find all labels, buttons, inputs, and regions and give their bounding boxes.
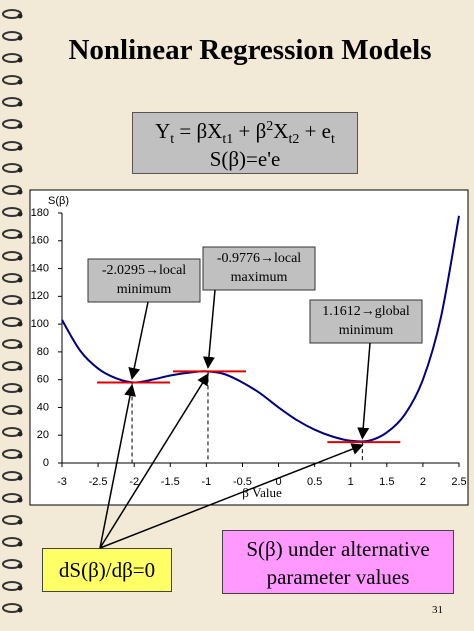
eq-sub: t2: [288, 132, 300, 148]
hole: [17, 563, 23, 569]
hole: [17, 233, 23, 239]
hole: [17, 453, 23, 459]
hole: [17, 255, 23, 261]
callout-arrow: [202, 289, 216, 369]
hole: [17, 321, 23, 327]
hole: [17, 277, 23, 283]
y-tick-label: 80: [37, 346, 49, 358]
hole: [17, 13, 23, 19]
callout-arrow: [128, 301, 149, 380]
x-tick-label: -2: [129, 476, 139, 488]
x-tick-label: 2.5: [451, 476, 466, 488]
hole: [17, 57, 23, 63]
eq-sub: t: [331, 132, 335, 148]
equation-line: Yt = βXt1 + β2Xt2 + et: [133, 117, 357, 148]
caption-line: S(β) under alternative: [246, 537, 430, 561]
y-tick-label: 100: [31, 318, 49, 330]
hole: [17, 585, 23, 591]
hole: [17, 365, 23, 371]
eq-text: = βX: [174, 119, 223, 143]
binding: [2, 9, 23, 613]
hole: [17, 475, 23, 481]
hole: [17, 79, 23, 85]
callout-text: -0.9776→local: [217, 251, 301, 266]
hole: [17, 607, 23, 613]
page-number: 31: [432, 604, 443, 616]
hole: [17, 167, 23, 173]
equation-box: Yt = βXt1 + β2Xt2 + et S(β)=e'e: [132, 112, 358, 174]
x-axis-label: β Value: [242, 485, 282, 500]
x-tick-label: 1.5: [379, 476, 394, 488]
hole: [17, 431, 23, 437]
condition-box: dS(β)/dβ=0: [42, 548, 172, 592]
callout-box: [202, 246, 316, 291]
callout-text: 1.1612→global: [322, 304, 410, 319]
hole: [17, 541, 23, 547]
y-tick-label: 120: [31, 290, 49, 302]
callout-text: minimum: [339, 323, 394, 338]
chart-area: [29, 189, 469, 506]
y-axis-label: S(β): [48, 195, 69, 207]
y-tick-label: 0: [43, 457, 49, 469]
eq-sub: t1: [222, 132, 234, 148]
y-tick-label: 160: [31, 235, 49, 247]
callout-text: minimum: [117, 282, 172, 297]
x-tick-label: 2: [420, 476, 426, 488]
callout-box: [309, 299, 423, 344]
y-tick-label: 180: [31, 207, 49, 219]
hole: [17, 299, 23, 305]
x-tick-label: -3: [57, 476, 67, 488]
callout-box: [87, 258, 201, 303]
hole: [17, 387, 23, 393]
eq-sub: t: [170, 132, 175, 148]
eq-text: X: [273, 119, 289, 143]
caption-line: parameter values: [266, 565, 410, 589]
hole: [17, 145, 23, 151]
eq-text: Y: [155, 119, 171, 143]
callout-text: -2.0295→local: [102, 263, 186, 278]
equation-line: S(β)=e'e: [209, 147, 281, 171]
y-tick-label: 60: [37, 374, 49, 386]
slide-title: Nonlinear Regression Models: [68, 34, 432, 66]
x-tick-label: -2.5: [89, 476, 108, 488]
y-tick-label: 140: [31, 262, 49, 274]
callout-arrow: [357, 342, 371, 440]
x-tick-label: -1: [201, 476, 211, 488]
y-tick-label: 20: [37, 429, 49, 441]
hole: [17, 189, 23, 195]
hole: [17, 519, 23, 525]
hole: [17, 123, 23, 129]
hole: [17, 35, 23, 41]
callout-text: maximum: [231, 270, 288, 285]
x-tick-label: 0.5: [307, 476, 322, 488]
hole: [17, 211, 23, 217]
eq-text: + β: [233, 119, 267, 143]
caption-box: S(β) under alternative parameter values: [222, 530, 454, 594]
x-tick-label: -1.5: [161, 476, 180, 488]
eq-text: + e: [299, 119, 332, 143]
hole: [17, 343, 23, 349]
hole: [17, 101, 23, 107]
eq-sup: 2: [266, 119, 274, 134]
hole: [17, 497, 23, 503]
x-tick-label: 1: [348, 476, 354, 488]
y-tick-label: 40: [37, 401, 49, 413]
hole: [17, 409, 23, 415]
